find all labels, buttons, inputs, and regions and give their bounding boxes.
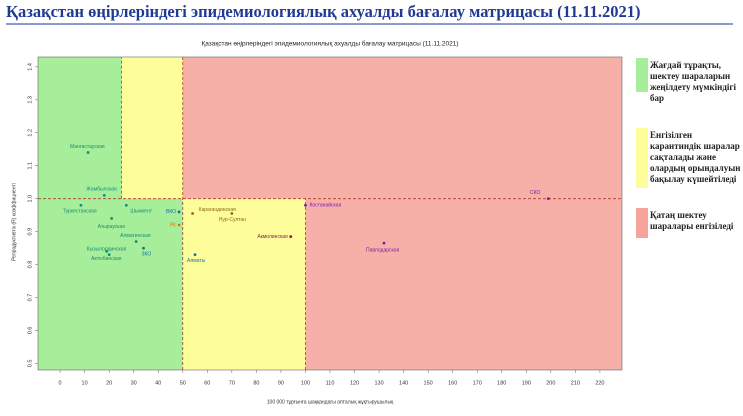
data-point — [86, 151, 90, 154]
x-tick-label: 20 — [106, 380, 112, 386]
point-label: Жамбылская — [86, 187, 117, 193]
point-label: Акмолинская — [257, 234, 288, 240]
zone — [305, 198, 622, 370]
point-label: СКО — [530, 190, 540, 196]
data-point — [191, 212, 194, 215]
y-tick-label: 1.1 — [27, 162, 33, 170]
x-tick-label: 140 — [399, 380, 408, 386]
legend-swatch — [636, 208, 648, 238]
data-point — [124, 203, 128, 207]
x-tick-label: 130 — [374, 380, 383, 386]
data-point — [79, 203, 83, 207]
y-tick-label: 0.8 — [27, 261, 33, 269]
x-tick-label: 150 — [424, 380, 433, 386]
y-tick-label: 0.7 — [27, 294, 33, 302]
x-tick-label: 90 — [278, 380, 284, 386]
data-point — [110, 217, 114, 220]
y-tick-label: 0.9 — [27, 228, 33, 236]
x-tick-label: 40 — [155, 380, 161, 386]
x-tick-label: 80 — [253, 380, 259, 386]
x-tick-label: 210 — [571, 380, 580, 386]
data-point — [177, 223, 181, 227]
data-point — [289, 235, 293, 238]
y-tick-label: 0.5 — [27, 360, 33, 368]
x-tick-label: 30 — [131, 380, 137, 386]
legend-swatch — [636, 128, 648, 188]
point-label: Костанайская — [309, 202, 341, 209]
data-point — [134, 240, 138, 243]
point-label: Туркестанская — [63, 209, 97, 215]
data-point — [382, 241, 386, 245]
zone — [182, 57, 622, 199]
legend-swatch — [636, 58, 648, 92]
x-tick-label: 100 — [301, 380, 310, 386]
point-label: Шымкент — [130, 209, 152, 215]
point-label: ЗКО — [142, 251, 152, 257]
point-label: Нур-Султан — [219, 217, 246, 223]
y-tick-label: 1.2 — [27, 129, 33, 137]
chart-title: Қазақстан өңірлеріндегі эпидемиологиялық… — [201, 40, 458, 48]
x-tick-label: 60 — [204, 380, 210, 386]
x-tick-label: 160 — [448, 380, 457, 386]
point-label: Алматы — [187, 258, 206, 264]
point-label: Павлодарская — [366, 247, 400, 253]
data-point — [105, 249, 109, 253]
x-axis-label: 100 000 тұрғынға шаққандағы апталық жұқт… — [267, 399, 394, 405]
point-label: РК — [170, 222, 176, 228]
data-point — [107, 253, 111, 257]
zone — [121, 57, 183, 199]
data-point — [230, 212, 234, 215]
x-tick-label: 70 — [229, 380, 235, 386]
y-tick-label: 0.6 — [27, 327, 33, 335]
data-point — [546, 197, 550, 201]
point-label: Актюбинская — [91, 256, 122, 262]
legend-text: Енгізілген карантиндік шаралар сақталады… — [650, 130, 741, 184]
point-label: Атырауская — [98, 224, 126, 230]
y-axis-label: Репродуктивтік (R) коэффициенті — [11, 183, 17, 261]
x-tick-label: 10 — [82, 380, 88, 386]
x-tick-label: 50 — [180, 380, 186, 386]
zone — [182, 198, 306, 370]
y-tick-label: 1.4 — [27, 63, 33, 71]
y-tick-label: 1.0 — [27, 195, 33, 203]
x-tick-label: 0 — [59, 380, 62, 386]
point-label: Мангистауская — [70, 144, 105, 150]
point-label: ВКО — [166, 209, 176, 215]
data-point — [177, 210, 181, 214]
data-point — [142, 246, 145, 250]
x-tick-label: 220 — [595, 380, 604, 386]
data-point — [304, 203, 307, 207]
x-tick-label: 190 — [522, 380, 531, 386]
point-label: Карагандинская — [199, 207, 237, 213]
y-tick-label: 1.3 — [27, 96, 33, 104]
data-point — [102, 193, 106, 197]
x-tick-label: 110 — [326, 380, 335, 386]
legend-text: Қатаң шектеу шаралары енгізіледі — [650, 210, 734, 231]
data-point — [193, 253, 197, 257]
x-tick-label: 180 — [497, 380, 506, 386]
legend-text: Жағдай тұрақты, шектеу шараларын жеңілде… — [650, 60, 737, 103]
point-label: Кызылординская — [87, 247, 127, 253]
x-tick-label: 170 — [473, 380, 482, 386]
x-tick-label: 200 — [546, 380, 555, 386]
page-title: Қазақстан өңірлеріндегі эпидемиологиялық… — [6, 2, 641, 21]
point-label: Алматинская — [120, 233, 151, 239]
x-tick-label: 120 — [350, 380, 359, 386]
